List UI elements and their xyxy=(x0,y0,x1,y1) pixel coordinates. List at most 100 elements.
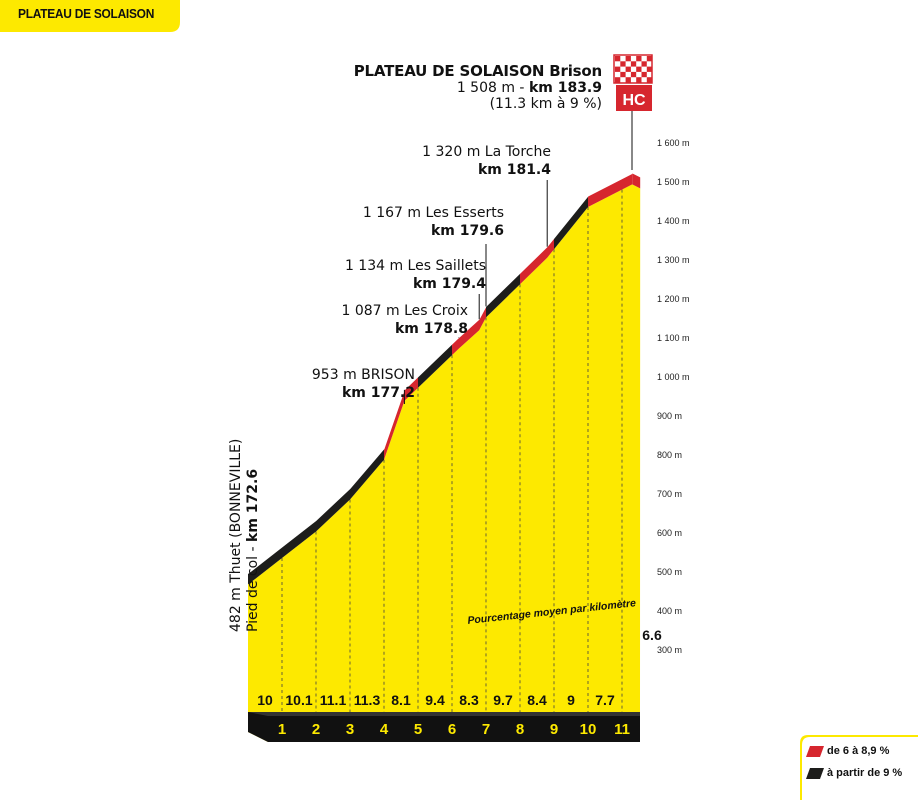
summit-km: km 183.9 xyxy=(528,80,602,96)
km-label: 6 xyxy=(448,721,456,738)
y-axis-label: 1 200 m xyxy=(657,294,690,304)
legend-label: à partir de 9 % xyxy=(827,767,903,779)
checkpoint-altitude: 953 m BRISON xyxy=(311,367,415,383)
km-label: 3 xyxy=(346,721,354,738)
gradient-value: 7.7 xyxy=(595,692,615,708)
km-label: 9 xyxy=(550,721,558,738)
y-axis-label: 900 m xyxy=(657,411,682,421)
checker-square xyxy=(636,66,642,72)
checker-square xyxy=(615,77,621,83)
start-km: km 172.6 xyxy=(245,468,261,542)
y-axis-label: 1 600 m xyxy=(657,138,690,148)
checker-square xyxy=(630,71,637,78)
summit-flag: HC xyxy=(613,54,653,170)
checker-square xyxy=(641,71,647,78)
checker-square xyxy=(630,61,637,67)
start-foot: Pied de col - xyxy=(245,541,261,632)
gradient-value: 9.7 xyxy=(493,692,513,708)
checker-square xyxy=(646,66,653,72)
km-label: 11 xyxy=(614,721,630,738)
hc-badge xyxy=(616,85,652,111)
checker-square xyxy=(625,66,631,72)
y-axis-label: 800 m xyxy=(657,450,682,460)
profile-segment-black xyxy=(248,547,282,585)
summit-label: PLATEAU DE SOLAISON Brison 1 508 m - km … xyxy=(354,62,602,112)
checker-square xyxy=(625,56,631,62)
legend: de 6 à 8,9 % à partir de 9 % xyxy=(800,735,918,800)
y-axis-label: 400 m xyxy=(657,606,682,616)
y-axis-label: 300 m xyxy=(657,645,682,655)
km-label: 4 xyxy=(380,721,389,738)
checkpoint-altitude: 1 320 m La Torche xyxy=(422,144,551,160)
checker-square xyxy=(646,77,653,83)
profile-segment-red xyxy=(452,306,486,356)
profile-segment-black xyxy=(316,488,350,532)
checker-square xyxy=(615,56,621,62)
y-axis-label: 1 500 m xyxy=(657,177,690,187)
legend-swatch-red xyxy=(805,745,825,757)
gradient-value: 6.6 xyxy=(642,627,662,643)
checkpoint-km: km 181.4 xyxy=(477,162,551,178)
profile-segment-black xyxy=(282,520,316,558)
profile-segment-black xyxy=(486,273,520,318)
checkpoint-km: km 178.8 xyxy=(394,321,468,337)
y-axis-label: 500 m xyxy=(657,567,682,577)
km-label: 5 xyxy=(414,721,422,738)
checkpoint-altitude: 1 167 m Les Esserts xyxy=(362,205,504,221)
gradient-value: 11.3 xyxy=(354,692,381,708)
y-axis-label: 1 300 m xyxy=(657,255,690,265)
base-strip xyxy=(248,712,640,742)
km-label: 7 xyxy=(482,721,490,738)
checkpoint-leaders xyxy=(403,180,548,404)
checkpoint-label-3: 1 134 m Les Saillets km 179.4 xyxy=(345,257,486,293)
checker-pattern xyxy=(615,56,653,83)
checkpoint-altitude: 1 134 m Les Saillets xyxy=(344,258,486,274)
page-title: PLATEAU DE SOLAISON xyxy=(18,6,155,21)
gradient-values: 10 10.1 11.1 11.3 8.1 9.4 8.3 9.7 8.4 9 7.7 6.6 xyxy=(257,627,662,708)
gradient-value: 9.4 xyxy=(425,692,445,708)
km-labels: 1 2 3 4 5 6 7 8 9 10 11 xyxy=(278,721,630,738)
checker-square xyxy=(636,77,642,83)
checker-square xyxy=(620,61,626,67)
profile-segment-red xyxy=(520,238,554,285)
legend-bg xyxy=(800,735,918,800)
profile-segment-black xyxy=(554,196,588,250)
checker-square xyxy=(615,66,621,72)
km-separators xyxy=(281,189,623,712)
gradient-value: 10 xyxy=(257,692,273,708)
checkpoint-km: km 179.6 xyxy=(430,223,504,239)
profile-segment-black xyxy=(350,448,384,500)
checkpoint-label-2: 1 087 m Les Croix km 178.8 xyxy=(342,302,469,338)
y-axis-label: 1 000 m xyxy=(657,372,690,382)
profile-summit-cap xyxy=(632,173,641,189)
legend-swatch-black xyxy=(805,767,825,779)
legend-item-black: à partir de 9 % xyxy=(805,767,903,779)
km-label: 1 xyxy=(278,721,286,738)
summit-name: PLATEAU DE SOLAISON Brison xyxy=(353,62,602,80)
summit-climb: (11.3 km à 9 %) xyxy=(489,96,602,112)
gradient-value: 8.3 xyxy=(459,692,479,708)
gradient-value: 9 xyxy=(567,692,575,708)
checker-square xyxy=(625,77,631,83)
checkpoint-label-1: 953 m BRISON km 177.2 xyxy=(312,366,415,402)
summit-altitude-km: 1 508 m - km 183.9 xyxy=(354,80,602,96)
checkpoint-label-5: 1 320 m La Torche km 181.4 xyxy=(422,143,551,179)
y-axis-labels: 300 m 400 m 500 m 600 m 700 m 800 m 900 m 1 000… xyxy=(657,138,690,655)
base-strip-top xyxy=(248,712,640,716)
start-km-line: Pied de col - km 172.6 xyxy=(245,392,262,632)
checkpoint-altitude: 1 087 m Les Croix xyxy=(341,303,469,319)
km-label: 8 xyxy=(516,721,524,738)
checkpoint-km: km 179.4 xyxy=(412,276,486,292)
legend-item-red: de 6 à 8,9 % xyxy=(805,745,889,757)
checkered-flag-icon xyxy=(613,54,653,84)
start-label: 482 m Thuet (BONNEVILLE) Pied de col - k… xyxy=(228,392,262,632)
gradient-value: 11.1 xyxy=(320,692,347,708)
category-badge-text: HC xyxy=(622,92,646,109)
gradient-value: 10.1 xyxy=(285,692,312,708)
profile-band xyxy=(247,172,641,585)
checkpoint-label-4: 1 167 m Les Esserts km 179.6 xyxy=(363,204,504,240)
gradient-value: 8.1 xyxy=(391,692,411,708)
gradient-value: 8.4 xyxy=(527,692,547,708)
checker-square xyxy=(620,71,626,78)
